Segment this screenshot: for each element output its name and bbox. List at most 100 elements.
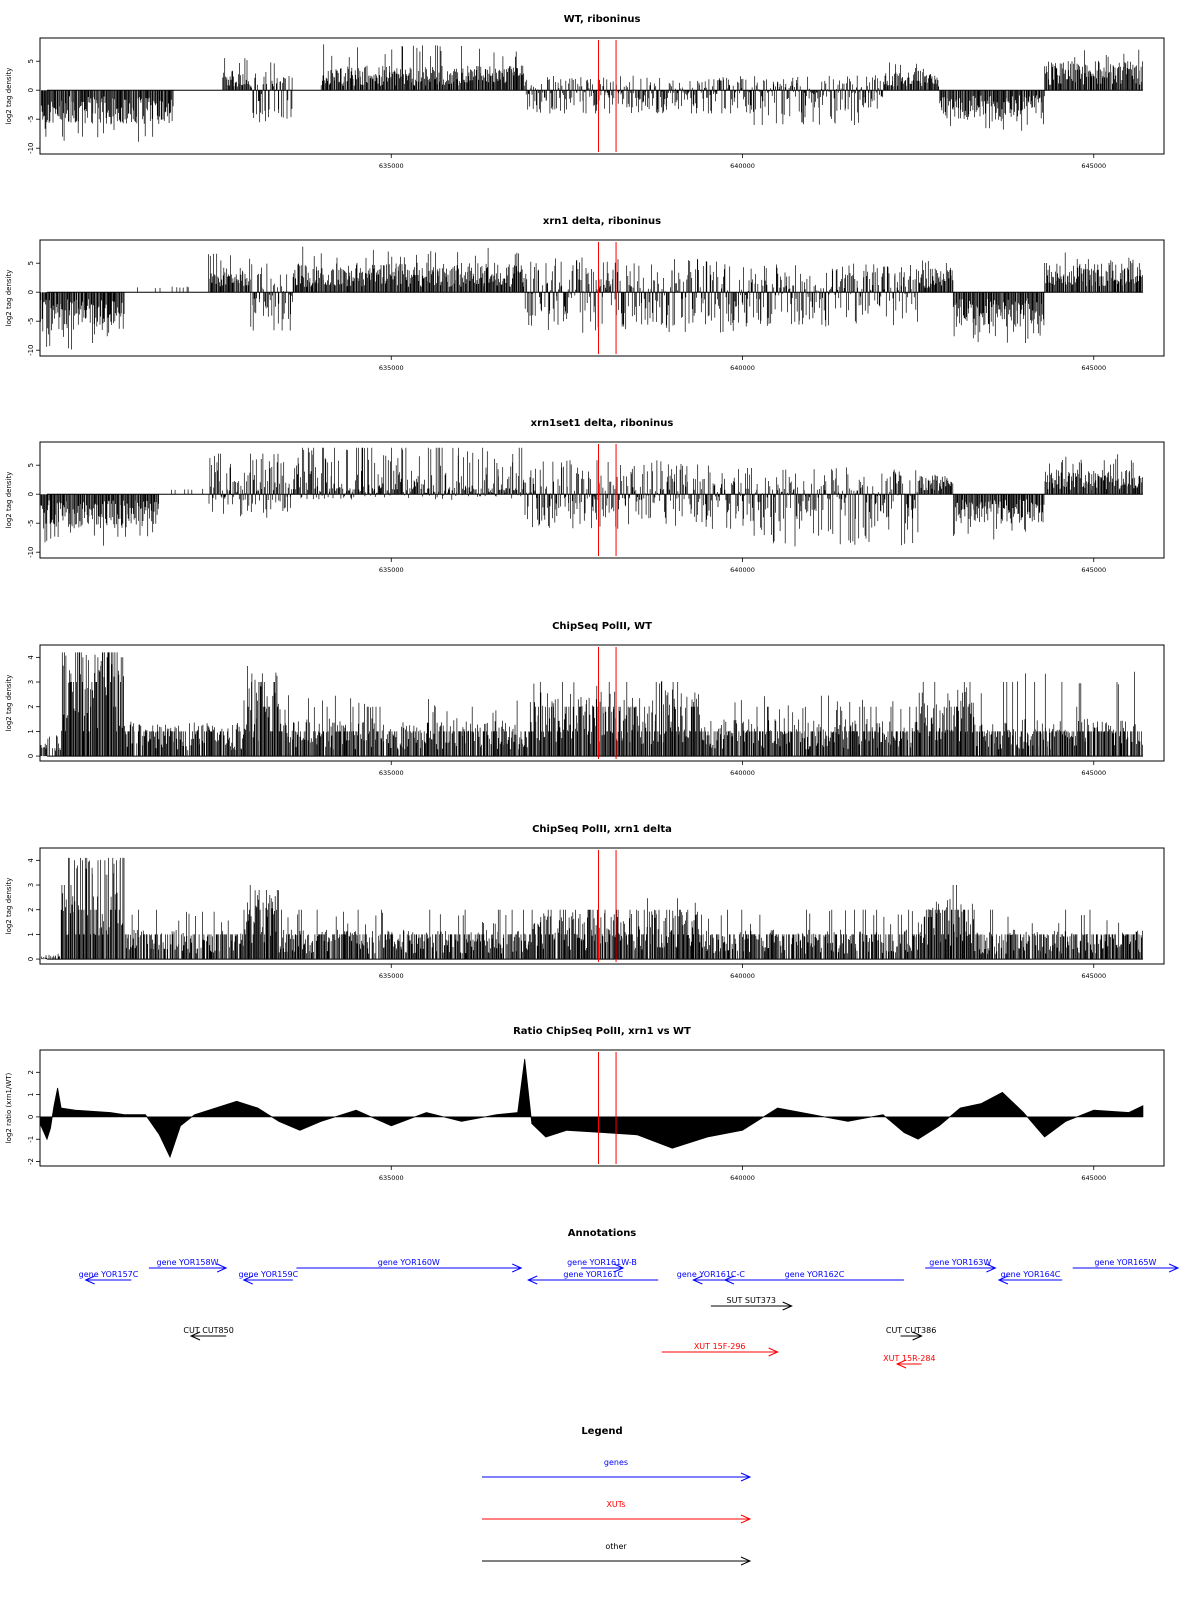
data-series (40, 246, 1143, 350)
annotation-arrow-head (895, 1359, 907, 1369)
y-axis-label: log2 tag density (5, 675, 13, 732)
y-tick-label: -5 (27, 116, 35, 123)
chart-panel: xrn1set1 delta, riboninus log2 tag densit… (5, 418, 1165, 574)
y-tick-label: 5 (27, 59, 35, 63)
annotation-item: gene YOR158W (148, 1258, 228, 1273)
y-tick-label: 2 (27, 1070, 35, 1074)
y-tick-label: -10 (27, 546, 35, 557)
y-axis-label: log2 ratio (xrn1/WT) (5, 1072, 13, 1143)
annotation-arrow-head (1168, 1263, 1180, 1273)
y-tick-label: -10 (27, 142, 35, 153)
annotation-label: gene YOR165W (1094, 1258, 1156, 1267)
annotation-item: gene YOR164C (997, 1270, 1063, 1285)
annotation-label: gene YOR159C (238, 1270, 298, 1279)
annotation-item: CUT CUT386 (886, 1326, 936, 1341)
x-tick-label: 645000 (1081, 162, 1106, 170)
annotation-item: gene YOR160W (296, 1258, 523, 1273)
annotation-item: CUT CUT850 (183, 1326, 234, 1341)
x-tick-label: 635000 (379, 1174, 404, 1182)
y-axis-label: log2 tag density (5, 472, 13, 529)
chart-panel: ChipSeq PolII, xrn1 delta log2 tag densit… (5, 824, 1165, 980)
data-series (39, 447, 1143, 547)
chart-title: Ratio ChipSeq PolII, xrn1 vs WT (513, 1026, 691, 1037)
y-tick-label: 3 (27, 883, 35, 887)
annotation-arrow-head (997, 1275, 1009, 1285)
chart-title: xrn1 delta, riboninus (543, 216, 661, 227)
y-tick-label: 3 (27, 680, 35, 684)
data-series (39, 652, 1143, 757)
annotation-arrow-head (692, 1275, 703, 1285)
y-tick-label: -2 (27, 1158, 35, 1165)
annotation-item: gene YOR161C (527, 1270, 659, 1285)
annotation-item: gene YOR163W (925, 1258, 997, 1273)
annotation-arrow-head (84, 1275, 95, 1285)
y-tick-label: 4 (27, 858, 35, 863)
chart-panel: Ratio ChipSeq PolII, xrn1 vs WT log2 rati… (5, 1026, 1165, 1182)
y-axis-label: log2 tag density (5, 270, 13, 327)
plot-frame (39, 239, 1165, 357)
annotation-label: CUT CUT386 (886, 1326, 936, 1335)
annotation-arrow-head (189, 1331, 201, 1341)
annotation-item: XUT 15R-284 (883, 1354, 936, 1369)
y-tick-label: 5 (27, 261, 35, 265)
x-tick-label: 635000 (379, 162, 404, 170)
annotation-arrow-head (986, 1263, 997, 1273)
annotation-item: SUT SUT373 (710, 1296, 793, 1311)
annotation-item: gene YOR161W-B (567, 1258, 637, 1273)
annotation-item: gene YOR159C (238, 1270, 299, 1285)
legend-item: genes (482, 1458, 752, 1482)
annotation-label: gene YOR158W (157, 1258, 219, 1267)
annotation-label: CUT CUT850 (183, 1326, 233, 1335)
legend-arrow-head (740, 1472, 752, 1482)
y-tick-label: -5 (27, 520, 35, 527)
chart-title: WT, riboninus (564, 14, 641, 25)
annotation-item: XUT 15F-296 (661, 1342, 779, 1357)
y-tick-label: -10 (27, 344, 35, 355)
x-tick-label: 640000 (730, 364, 755, 372)
legend-arrow-head (740, 1556, 752, 1566)
chart-panel: WT, riboninus log2 tag density -10 -5 0 5 6350… (5, 14, 1165, 170)
annotation-item: gene YOR157C (79, 1270, 139, 1285)
y-tick-label: 0 (27, 290, 35, 294)
x-tick-label: 645000 (1081, 364, 1106, 372)
annotation-arrow-head (216, 1263, 228, 1273)
y-tick-label: 2 (27, 704, 35, 708)
y-tick-label: 0 (27, 1115, 35, 1119)
y-tick-label: 4 (27, 655, 35, 660)
legend-title: Legend (581, 1426, 622, 1437)
y-tick-label: 2 (27, 907, 35, 911)
y-tick-label: 1 (27, 932, 35, 936)
x-tick-label: 640000 (730, 162, 755, 170)
legend-label: XUTs (606, 1500, 625, 1509)
annotation-label: gene YOR164C (1001, 1270, 1061, 1279)
legend-item: other (482, 1542, 752, 1566)
y-tick-label: -1 (27, 1136, 35, 1143)
legend-label: other (605, 1542, 627, 1551)
y-tick-label: 1 (27, 1092, 35, 1096)
annotation-label: SUT SUT373 (727, 1296, 776, 1305)
plot-frame (39, 441, 1165, 559)
annotation-item: gene YOR162C (723, 1270, 905, 1285)
chart-title: xrn1set1 delta, riboninus (531, 418, 674, 429)
annotation-arrow-head (527, 1275, 538, 1285)
y-tick-label: -5 (27, 318, 35, 325)
x-tick-label: 645000 (1081, 566, 1106, 574)
data-series (41, 857, 1143, 960)
plot-frame (39, 1049, 1165, 1167)
y-tick-label: 5 (27, 463, 35, 467)
chart-title: ChipSeq PolII, WT (552, 621, 652, 632)
legend-item: XUTs (482, 1500, 752, 1524)
y-tick-label: 0 (27, 754, 35, 758)
chart-title: ChipSeq PolII, xrn1 delta (532, 824, 672, 835)
ratio-area (39, 1058, 1144, 1159)
x-tick-label: 635000 (379, 769, 404, 777)
annotation-label: gene YOR160W (378, 1258, 440, 1267)
annotation-label: gene YOR161C (563, 1270, 623, 1279)
y-tick-label: 1 (27, 729, 35, 733)
annotation-arrow-head (782, 1301, 793, 1311)
annotation-label: gene YOR161C-C (677, 1270, 746, 1279)
plot-frame (39, 37, 1165, 155)
x-tick-label: 645000 (1081, 972, 1106, 980)
y-axis-label: log2 tag density (5, 878, 13, 935)
